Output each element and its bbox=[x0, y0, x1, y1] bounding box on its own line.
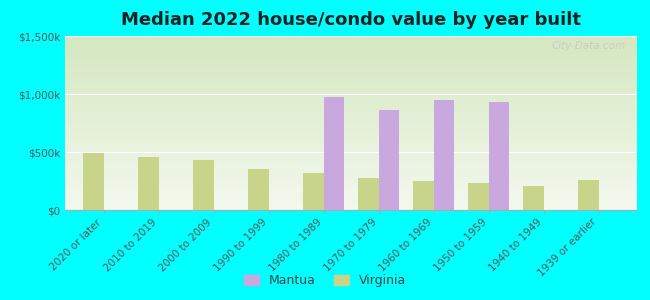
Bar bbox=[324, 98, 344, 210]
Bar bbox=[138, 157, 159, 210]
Bar bbox=[523, 186, 543, 210]
Bar bbox=[434, 100, 454, 210]
Legend: Mantua, Virginia: Mantua, Virginia bbox=[240, 270, 410, 291]
Bar bbox=[248, 169, 268, 210]
Bar bbox=[358, 178, 378, 210]
Bar bbox=[303, 173, 324, 210]
Bar bbox=[378, 110, 399, 210]
Bar bbox=[489, 102, 510, 210]
Bar bbox=[83, 153, 103, 210]
Bar bbox=[413, 181, 434, 210]
Bar bbox=[467, 183, 489, 210]
Bar bbox=[578, 180, 599, 210]
Text: City-Data.com: City-Data.com bbox=[551, 41, 625, 51]
Title: Median 2022 house/condo value by year built: Median 2022 house/condo value by year bu… bbox=[121, 11, 581, 29]
Bar bbox=[192, 160, 213, 210]
